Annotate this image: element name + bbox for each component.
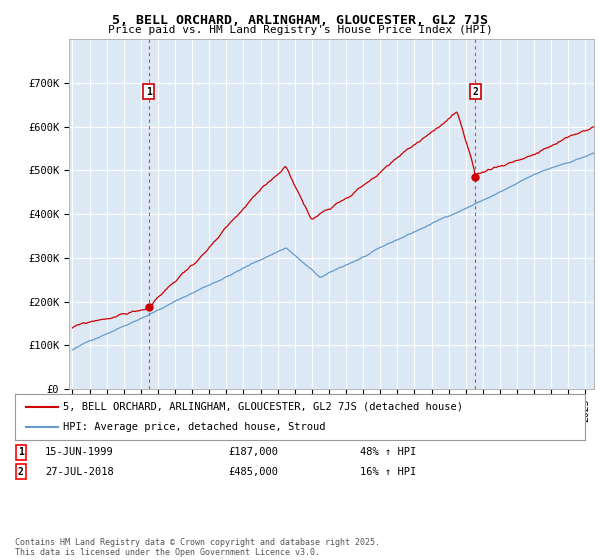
Text: Contains HM Land Registry data © Crown copyright and database right 2025.
This d: Contains HM Land Registry data © Crown c… bbox=[15, 538, 380, 557]
Text: 2: 2 bbox=[473, 87, 478, 97]
Text: 15-JUN-1999: 15-JUN-1999 bbox=[45, 447, 114, 458]
Text: 2: 2 bbox=[18, 466, 24, 477]
Text: Price paid vs. HM Land Registry's House Price Index (HPI): Price paid vs. HM Land Registry's House … bbox=[107, 25, 493, 35]
Text: 27-JUL-2018: 27-JUL-2018 bbox=[45, 466, 114, 477]
Text: 48% ↑ HPI: 48% ↑ HPI bbox=[360, 447, 416, 458]
Text: 1: 1 bbox=[146, 87, 152, 97]
Text: 5, BELL ORCHARD, ARLINGHAM, GLOUCESTER, GL2 7JS (detached house): 5, BELL ORCHARD, ARLINGHAM, GLOUCESTER, … bbox=[64, 402, 463, 412]
Text: 16% ↑ HPI: 16% ↑ HPI bbox=[360, 466, 416, 477]
Text: 1: 1 bbox=[18, 447, 24, 458]
Text: HPI: Average price, detached house, Stroud: HPI: Average price, detached house, Stro… bbox=[64, 422, 326, 432]
Text: £485,000: £485,000 bbox=[228, 466, 278, 477]
Text: 5, BELL ORCHARD, ARLINGHAM, GLOUCESTER, GL2 7JS: 5, BELL ORCHARD, ARLINGHAM, GLOUCESTER, … bbox=[112, 14, 488, 27]
Text: £187,000: £187,000 bbox=[228, 447, 278, 458]
